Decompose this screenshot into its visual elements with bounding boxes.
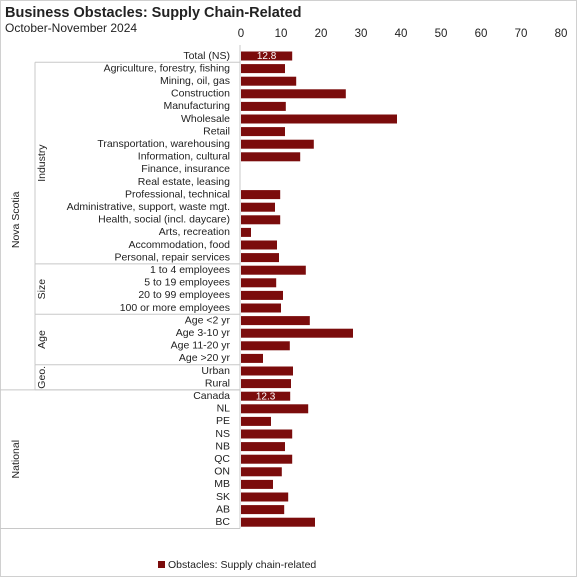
- x-tick-label: 50: [435, 28, 448, 40]
- y-tick-label: Rural: [205, 377, 230, 389]
- y-tick-label: Accommodation, food: [128, 239, 230, 251]
- y-tick-label: Real estate, leasing: [138, 176, 230, 188]
- bar: [241, 303, 281, 313]
- y-tick-label: Age 11-20 yr: [171, 340, 231, 352]
- bar: [241, 51, 293, 61]
- bar: [241, 316, 310, 326]
- y-tick-label: Canada: [193, 390, 230, 402]
- y-tick-label: AB: [216, 503, 230, 515]
- bar: [241, 76, 297, 86]
- bar: [241, 454, 293, 464]
- x-tick-label: 70: [515, 28, 528, 40]
- x-tick-label: 20: [315, 28, 328, 40]
- x-tick-label: 10: [275, 28, 288, 40]
- bar: [241, 366, 293, 376]
- bar: [241, 341, 290, 351]
- y-tick-label: Age >20 yr: [179, 352, 231, 364]
- y-tick-label: Finance, insurance: [141, 163, 230, 175]
- bar: [241, 127, 285, 137]
- y-tick-label: ON: [214, 466, 230, 478]
- y-tick-label: 20 to 99 employees: [138, 289, 230, 301]
- y-tick-label: Arts, recreation: [159, 226, 230, 238]
- group-label: National: [10, 440, 22, 479]
- group-label: Geo.: [36, 366, 48, 389]
- x-tick-label: 80: [555, 28, 568, 40]
- y-tick-label: Total (NS): [183, 50, 230, 62]
- bar: [241, 391, 291, 401]
- bar: [241, 404, 309, 414]
- group-label: Size: [36, 279, 48, 300]
- y-tick-label: NS: [215, 428, 230, 440]
- bar: [241, 379, 291, 389]
- bar: [241, 215, 281, 225]
- bar: [241, 253, 279, 263]
- y-tick-label: NB: [215, 440, 230, 452]
- y-tick-label: Administrative, support, waste mgt.: [67, 201, 230, 213]
- y-tick-label: Agriculture, forestry, fishing: [104, 62, 231, 74]
- y-tick-label: Wholesale: [181, 113, 230, 125]
- y-tick-label: Health, social (incl. daycare): [98, 214, 230, 226]
- bar: [241, 442, 285, 452]
- bar: [241, 202, 275, 212]
- y-tick-label: 100 or more employees: [120, 302, 230, 314]
- bar: [241, 101, 286, 111]
- y-tick-label: Manufacturing: [163, 100, 230, 112]
- y-tick-label: Transportation, warehousing: [97, 138, 230, 150]
- bar: [241, 290, 283, 300]
- y-tick-label: Information, cultural: [138, 151, 230, 163]
- legend-swatch: [158, 561, 165, 568]
- bar: [241, 64, 285, 74]
- bar: [241, 190, 281, 200]
- y-tick-label: Urban: [201, 365, 230, 377]
- bar: [241, 492, 289, 502]
- y-tick-label: 5 to 19 employees: [144, 277, 230, 289]
- data-label: 12.3: [256, 391, 276, 402]
- bar: [241, 517, 315, 527]
- y-tick-label: MB: [214, 478, 230, 490]
- chart-title: Business Obstacles: Supply Chain-Related: [5, 5, 302, 21]
- group-label: Nova Scotia: [10, 191, 22, 248]
- bar: [241, 89, 346, 99]
- group-label: Age: [36, 330, 48, 349]
- bar: [241, 429, 293, 439]
- chart-subtitle: October-November 2024: [5, 21, 137, 35]
- bar: [241, 227, 251, 237]
- y-tick-label: Mining, oil, gas: [160, 75, 230, 87]
- y-tick-label: Retail: [203, 125, 230, 137]
- bar: [241, 265, 306, 275]
- x-tick-label: 60: [475, 28, 488, 40]
- y-tick-label: QC: [214, 453, 230, 465]
- x-tick-label: 0: [238, 28, 244, 40]
- y-tick-label: Personal, repair services: [114, 251, 230, 263]
- bar: [241, 278, 277, 288]
- x-tick-label: 40: [395, 28, 408, 40]
- y-tick-label: PE: [216, 415, 230, 427]
- bar: [241, 505, 285, 515]
- bar: [241, 139, 314, 149]
- y-tick-label: SK: [216, 491, 230, 503]
- bar: [241, 152, 301, 162]
- y-tick-label: 1 to 4 employees: [150, 264, 230, 276]
- y-tick-label: BC: [215, 516, 230, 528]
- legend-label: Obstacles: Supply chain-related: [168, 559, 316, 571]
- y-tick-label: Age <2 yr: [185, 314, 231, 326]
- bar: [241, 114, 397, 124]
- y-tick-label: Professional, technical: [125, 188, 230, 200]
- bar: [241, 479, 273, 489]
- bar: [241, 416, 271, 426]
- bar: [241, 353, 263, 363]
- bar: [241, 467, 282, 477]
- y-tick-label: Construction: [171, 88, 230, 100]
- y-tick-label: Age 3-10 yr: [176, 327, 231, 339]
- y-tick-label: NL: [217, 403, 231, 415]
- x-tick-label: 30: [355, 28, 368, 40]
- bar: [241, 240, 277, 250]
- data-label: 12.8: [257, 51, 277, 62]
- group-label: Industry: [36, 144, 48, 182]
- bar: [241, 328, 353, 338]
